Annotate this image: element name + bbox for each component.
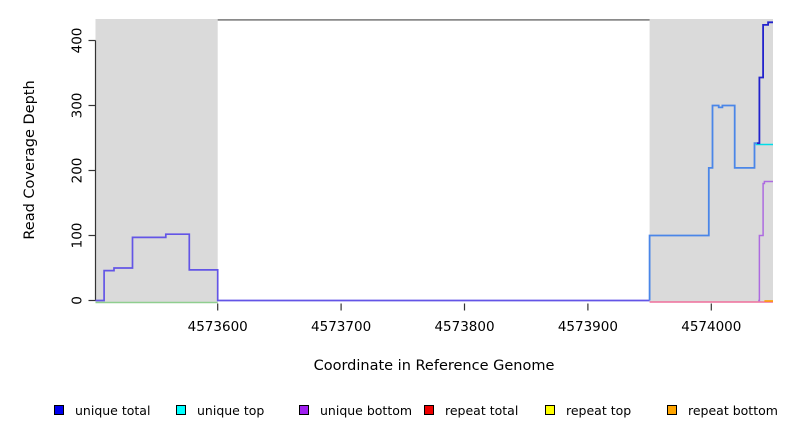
y-axis-title: Read Coverage Depth <box>22 80 38 239</box>
legend-label: unique bottom <box>320 402 413 418</box>
coverage-chart: 0 100 200 300 400 4573600 4573700 4573800 457390… <box>22 18 773 374</box>
legend-swatch-unique-bottom <box>299 405 309 415</box>
y-tick-label: 0 <box>70 296 86 305</box>
x-tick-label: 4574000 <box>681 319 741 335</box>
y-tick-label: 200 <box>70 158 86 184</box>
masked-region <box>649 19 773 303</box>
legend-swatch-repeat-bottom <box>667 405 677 415</box>
legend-swatch-repeat-top <box>545 405 555 415</box>
legend-label: repeat top <box>566 402 632 418</box>
x-tick-label: 4573700 <box>311 319 371 335</box>
unique-total-right-darkblue-line <box>757 21 773 145</box>
legend-swatch-unique-top <box>176 405 186 415</box>
x-axis-title: Coordinate in Reference Genome <box>314 358 555 374</box>
legend-swatch-repeat-total <box>424 405 434 415</box>
legend: unique total unique top unique bottom re… <box>0 402 792 420</box>
legend-swatch-unique-total <box>54 405 64 415</box>
x-tick-label: 4573600 <box>188 319 248 335</box>
legend-label: repeat bottom <box>688 402 778 418</box>
legend-label: repeat total <box>445 402 519 418</box>
y-tick-label: 300 <box>70 93 86 119</box>
legend-label: unique total <box>75 402 151 418</box>
masked-region <box>95 19 218 303</box>
legend-item-repeat-total: repeat total <box>424 402 518 418</box>
x-tick-label: 4573900 <box>558 319 618 335</box>
unique-total-right-lightblue-line <box>648 104 757 301</box>
y-tick-label: 400 <box>70 28 86 54</box>
legend-item-repeat-bottom: repeat bottom <box>667 402 778 418</box>
legend-item-repeat-top: repeat top <box>545 402 631 418</box>
legend-item-unique-total: unique total <box>54 402 150 418</box>
legend-label: unique top <box>197 402 265 418</box>
unique-left-blueviolet-line <box>95 233 650 302</box>
x-tick-label: 4573800 <box>434 319 494 335</box>
legend-item-unique-top: unique top <box>176 402 264 418</box>
y-tick-label: 100 <box>70 223 86 249</box>
unique-bottom-purple-line <box>758 180 773 302</box>
legend-item-unique-bottom: unique bottom <box>299 402 412 418</box>
